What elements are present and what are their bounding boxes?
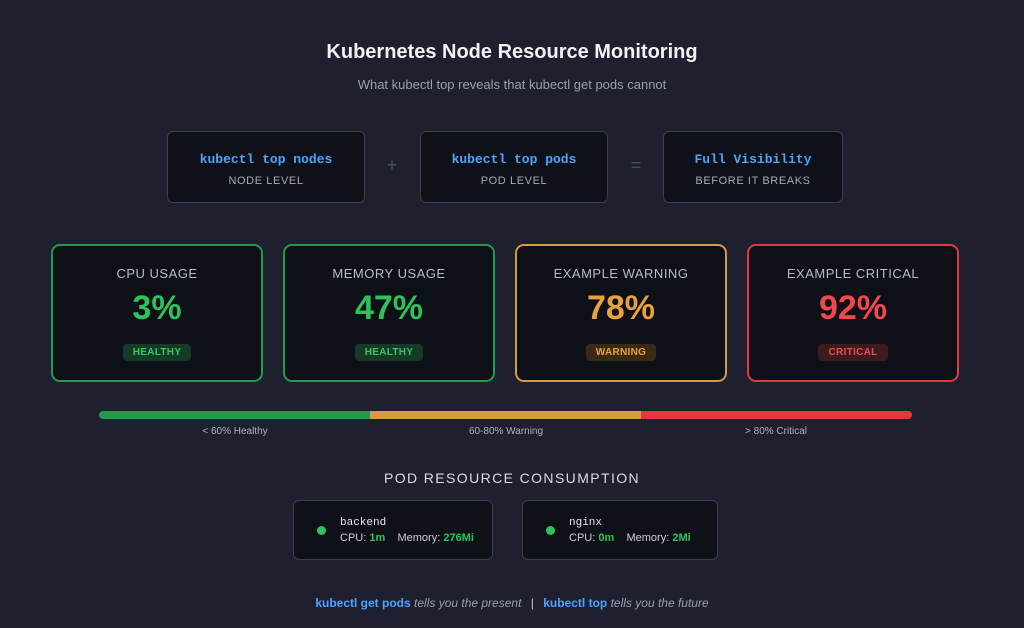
footer-text-present: tells you the present [414,596,522,610]
memory-label: Memory: [626,532,670,544]
footer-command-get-pods: kubectl get pods [315,596,411,610]
cpu-value: 1m [369,532,386,544]
node-level-label: NODE LEVEL [228,175,304,187]
memory-value: 2Mi [672,532,691,544]
critical-segment [641,411,912,419]
pod-level-command: kubectl top pods [451,152,577,167]
pod-name: backend [340,517,387,529]
status-badge: HEALTHY [122,344,192,361]
status-dot-icon [546,526,555,535]
metric-label: EXAMPLE CRITICAL [786,266,920,281]
metric-value: 3% [132,289,182,327]
footer-separator: | [530,596,534,610]
critical-threshold-label: > 80% Critical [745,426,807,437]
example-warning-card: EXAMPLE WARNING 78% WARNING [515,244,727,382]
cpu-value: 0m [598,532,615,544]
full-visibility-label: BEFORE IT BREAKS [695,175,811,187]
pod-level-label: POD LEVEL [480,175,548,187]
metric-value: 78% [586,289,656,327]
plus-operator: + [386,155,398,175]
pod-section-title: POD RESOURCE CONSUMPTION [383,470,641,486]
warning-threshold-label: 60-80% Warning [468,426,544,437]
node-level-box: kubectl top nodes NODE LEVEL [167,131,365,203]
example-critical-card: EXAMPLE CRITICAL 92% CRITICAL [747,244,959,382]
memory-label: Memory: [397,532,441,544]
pod-level-box: kubectl top pods POD LEVEL [420,131,608,203]
cpu-label: CPU: [569,532,596,544]
status-badge: WARNING [585,344,657,361]
full-visibility-title: Full Visibility [694,152,812,167]
page-subtitle: What kubectl top reveals that kubectl ge… [357,77,667,92]
equals-operator: = [630,155,642,175]
metric-value: 47% [354,289,424,327]
footer-text-future: tells you the future [610,596,709,610]
pod-card-nginx: nginx CPU: 0m Memory: 2Mi [522,500,718,560]
pod-card-backend: backend CPU: 1m Memory: 276Mi [293,500,493,560]
pod-stats: CPU: 1m Memory: 276Mi [340,532,474,544]
memory-value: 276Mi [443,532,474,544]
cpu-label: CPU: [340,532,367,544]
metric-label: EXAMPLE WARNING [553,266,689,281]
status-badge: HEALTHY [354,344,424,361]
metric-label: MEMORY USAGE [332,266,446,281]
footer-tagline: kubectl get pods tells you the present |… [0,596,1024,610]
pod-stats: CPU: 0m Memory: 2Mi [569,532,691,544]
metric-label: CPU USAGE [116,266,198,281]
page-title: Kubernetes Node Resource Monitoring [326,41,698,63]
metric-value: 92% [818,289,888,327]
memory-usage-card: MEMORY USAGE 47% HEALTHY [283,244,495,382]
healthy-threshold-label: < 60% Healthy [202,426,268,437]
footer-command-top: kubectl top [543,596,608,610]
healthy-segment [99,411,370,419]
status-badge: CRITICAL [818,344,888,361]
full-visibility-box: Full Visibility BEFORE IT BREAKS [663,131,843,203]
threshold-scale-bar [99,411,912,419]
cpu-usage-card: CPU USAGE 3% HEALTHY [51,244,263,382]
pod-name: nginx [569,517,603,529]
node-level-command: kubectl top nodes [199,152,333,167]
warning-segment [370,411,641,419]
status-dot-icon [317,526,326,535]
